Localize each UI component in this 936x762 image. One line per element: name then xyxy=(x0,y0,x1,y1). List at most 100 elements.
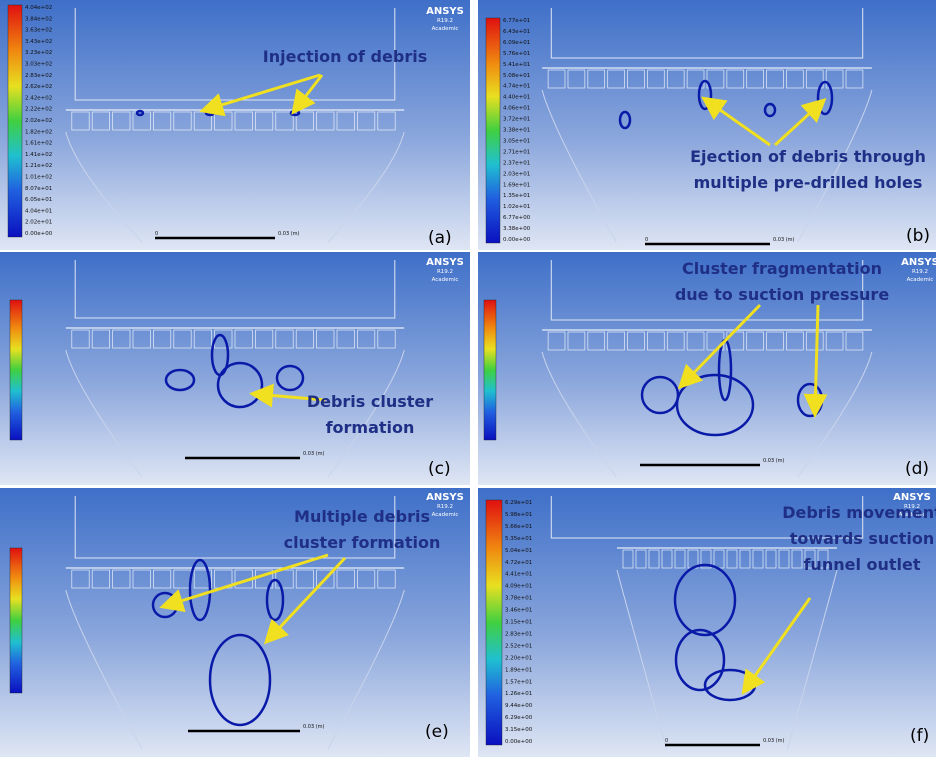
colorbar-label: 3.38e+00 xyxy=(503,226,531,232)
annotation: Cluster fragmentation xyxy=(682,259,882,278)
annotation: cluster formation xyxy=(284,533,441,552)
colorbar-label: 1.41e+02 xyxy=(25,152,52,158)
scale-label: 0.03 (m) xyxy=(763,458,785,464)
annotation: multiple pre-drilled holes xyxy=(694,173,923,192)
ansys-logo: Academic xyxy=(907,277,934,283)
colorbar-label: 3.15e+00 xyxy=(505,727,533,733)
annotation: formation xyxy=(326,418,415,437)
colorbar-label: 3.05e+01 xyxy=(503,138,530,144)
colorbar-label: 2.71e+01 xyxy=(503,149,530,155)
ansys-logo: R19.2 xyxy=(437,269,453,275)
colorbar-label: 0.00e+00 xyxy=(505,739,533,745)
annotation: Multiple debris xyxy=(294,507,430,526)
colorbar-label: 3.23e+02 xyxy=(25,50,52,56)
colorbar-label: 4.09e+01 xyxy=(505,584,532,590)
ansys-logo: R19.2 xyxy=(912,269,928,275)
colorbar-label: 4.41e+01 xyxy=(505,572,532,578)
figure: 4.04e+02 3.84e+02 3.63e+02 3.43e+02 3.23e+02… xyxy=(0,0,936,757)
colorbar-label: 8.07e+01 xyxy=(25,186,52,192)
colorbar-label: 1.21e+02 xyxy=(25,163,52,169)
colorbar-label: 2.83e+01 xyxy=(505,631,532,637)
colorbar-label: 2.22e+02 xyxy=(25,107,52,113)
scale-label: 0.03 (m) xyxy=(303,451,325,457)
colorbar-label: 2.02e+02 xyxy=(25,118,52,124)
colorbar-label: 2.42e+02 xyxy=(25,95,52,101)
annotation: due to suction pressure xyxy=(675,285,889,304)
colorbar-label: 6.05e+01 xyxy=(25,197,52,203)
colorbar-label: 0.00e+00 xyxy=(25,231,53,237)
ansys-logo: Academic xyxy=(432,26,459,32)
colorbar-label: 1.82e+02 xyxy=(25,129,52,135)
colorbar-label: 4.74e+01 xyxy=(503,84,530,90)
colorbar-label: 5.41e+01 xyxy=(503,62,530,68)
scale-label: 0 xyxy=(645,237,648,243)
annotation: Debris cluster xyxy=(307,392,433,411)
colorbar-label: 3.63e+02 xyxy=(25,28,52,34)
ansys-logo: R19.2 xyxy=(437,504,453,510)
colorbar-label: 5.35e+01 xyxy=(505,536,532,542)
ansys-logo: R19.2 xyxy=(437,18,453,24)
scale-label: 0 xyxy=(155,231,158,237)
colorbar-label: 1.01e+02 xyxy=(25,175,52,181)
colorbar xyxy=(484,300,496,440)
colorbar-label: 1.69e+01 xyxy=(503,182,530,188)
colorbar-label: 3.72e+01 xyxy=(503,117,530,123)
colorbar-label: 6.77e+00 xyxy=(503,215,531,221)
colorbar-label: 2.52e+01 xyxy=(505,643,532,649)
panel-label: (b) xyxy=(906,226,930,246)
colorbar-label: 1.61e+02 xyxy=(25,141,52,147)
colorbar xyxy=(486,500,502,745)
ansys-logo: ANSYS xyxy=(901,257,936,268)
colorbar-label: 4.06e+01 xyxy=(503,106,530,112)
annotation: Debris movement xyxy=(782,503,936,522)
panel: 6.77e+016.43e+016.09e+015.76e+015.41e+01… xyxy=(478,0,936,250)
panel-label: (d) xyxy=(905,459,929,479)
colorbar-label: 6.29e+00 xyxy=(505,715,533,721)
scale-label: 0.03 (m) xyxy=(278,231,300,237)
colorbar-label: 2.03e+01 xyxy=(503,171,530,177)
colorbar xyxy=(10,300,22,440)
colorbar-label: 3.03e+02 xyxy=(25,62,52,68)
panel-background xyxy=(478,0,936,250)
colorbar-label: 9.44e+00 xyxy=(505,703,533,709)
annotation: Injection of debris xyxy=(263,47,427,66)
colorbar-label: 0.00e+00 xyxy=(503,237,531,243)
colorbar-label: 3.38e+01 xyxy=(503,128,530,134)
panel-label: (a) xyxy=(428,228,452,248)
colorbar-label: 1.57e+01 xyxy=(505,679,532,685)
scale-label: 0 xyxy=(665,738,668,744)
colorbar-label: 2.02e+01 xyxy=(25,220,52,226)
panel: 6.29e+015.98e+015.66e+015.35e+015.04e+01… xyxy=(478,488,936,757)
annotation: funnel outlet xyxy=(803,555,920,574)
colorbar-label: 1.35e+01 xyxy=(503,193,530,199)
annotation: Ejection of debris through xyxy=(690,147,926,166)
scale-label: 0.03 (m) xyxy=(763,738,785,744)
colorbar-label: 5.98e+01 xyxy=(505,512,532,518)
colorbar-label: 2.37e+01 xyxy=(503,160,530,166)
colorbar-label: 3.15e+01 xyxy=(505,620,532,626)
colorbar-label: 2.83e+02 xyxy=(25,73,52,79)
ansys-logo: ANSYS xyxy=(426,6,464,17)
panel-label: (f) xyxy=(910,726,929,746)
colorbar xyxy=(486,18,500,243)
colorbar-label: 5.08e+01 xyxy=(503,73,530,79)
panel: 4.04e+02 3.84e+02 3.63e+02 3.43e+02 3.23e+02… xyxy=(0,0,470,250)
colorbar-label: 1.02e+01 xyxy=(503,204,530,210)
colorbar-label: 3.84e+02 xyxy=(25,16,52,22)
panel: ANSYSR19.2Academic0.03 (m)Multiple debri… xyxy=(0,488,470,757)
ansys-logo: ANSYS xyxy=(893,492,931,503)
ansys-logo: Academic xyxy=(432,512,459,518)
colorbar-label: 3.78e+01 xyxy=(505,596,532,602)
colorbar-label: 6.43e+01 xyxy=(503,29,530,35)
colorbar-label: 4.04e+02 xyxy=(25,5,52,11)
panel-background xyxy=(0,252,470,485)
colorbar-label: 6.77e+01 xyxy=(503,18,530,24)
ansys-logo: Academic xyxy=(432,277,459,283)
ansys-logo: ANSYS xyxy=(426,257,464,268)
panel-label: (e) xyxy=(425,722,449,742)
colorbar-label: 3.43e+02 xyxy=(25,39,52,45)
colorbar xyxy=(8,5,22,237)
colorbar-label: 1.89e+01 xyxy=(505,667,532,673)
colorbar-label: 4.40e+01 xyxy=(503,95,530,101)
